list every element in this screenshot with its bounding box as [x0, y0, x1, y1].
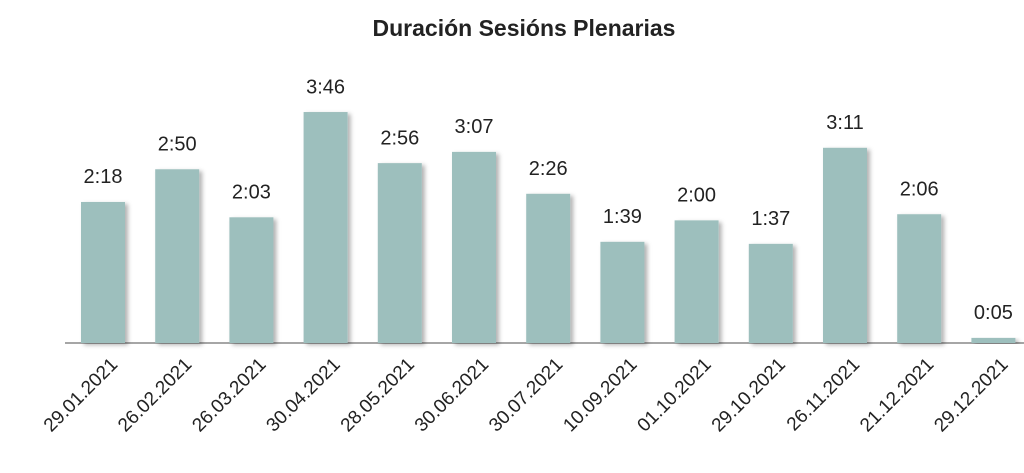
x-tick-label: 30.07.2021 [485, 354, 567, 436]
x-tick-label: 26.02.2021 [114, 354, 196, 436]
bar [377, 163, 422, 343]
value-label: 3:46 [306, 76, 345, 98]
bar [229, 217, 274, 343]
value-label: 3:07 [455, 116, 494, 138]
x-tick-label: 30.04.2021 [263, 354, 345, 436]
bar [303, 112, 348, 343]
x-tick-label: 26.11.2021 [783, 354, 864, 435]
chart-title: Duración Sesións Plenarias [373, 15, 676, 41]
bar [600, 241, 645, 343]
bar [674, 220, 719, 343]
value-label: 2:56 [380, 127, 419, 149]
value-label: 2:06 [900, 179, 939, 201]
value-label: 2:18 [84, 166, 123, 188]
bar [971, 337, 1016, 343]
bar [452, 151, 496, 343]
x-tick-label: 29.01.2021 [40, 354, 122, 436]
x-tick-label: 28.05.2021 [337, 354, 419, 436]
bar [526, 193, 571, 343]
bar [81, 201, 125, 343]
value-label: 1:37 [751, 208, 790, 230]
value-label: 1:39 [603, 206, 642, 228]
value-label: 0:05 [974, 302, 1013, 324]
value-label: 2:26 [529, 158, 568, 180]
bar [897, 214, 942, 343]
x-tick-label: 21.12.2021 [856, 354, 938, 436]
value-label: 2:00 [677, 185, 716, 207]
x-tick-label: 29.12.2021 [930, 354, 1012, 436]
value-label: 3:11 [826, 112, 863, 134]
bar [823, 147, 867, 343]
value-label: 2:50 [158, 134, 197, 156]
bar [748, 243, 793, 343]
x-tick-label: 30.06.2021 [411, 354, 493, 436]
x-tick-label: 26.03.2021 [188, 354, 270, 436]
bar [155, 169, 200, 343]
value-label: 2:03 [232, 182, 271, 204]
x-tick-label: 01.10.2021 [634, 354, 716, 436]
x-tick-label: 10.09.2021 [559, 354, 641, 436]
x-tick-label: 29.10.2021 [708, 354, 790, 436]
